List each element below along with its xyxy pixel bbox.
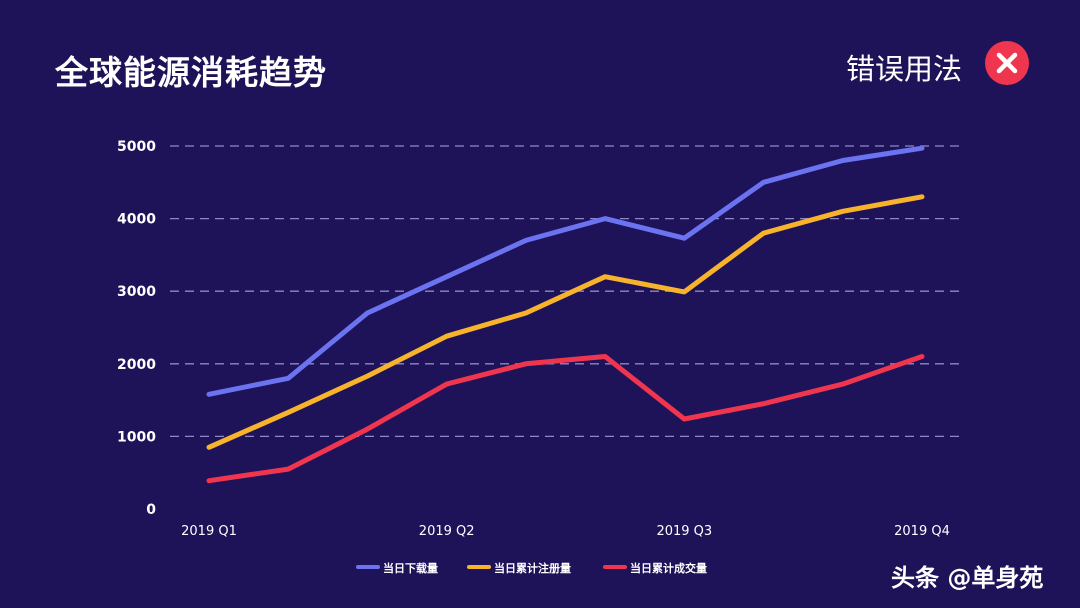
page-title: 全球能源消耗趋势 xyxy=(55,53,327,92)
y-tick-label: 3000 xyxy=(117,284,156,300)
series-line-3 xyxy=(206,354,925,484)
y-tick-label: 2000 xyxy=(117,357,156,373)
series-line-2 xyxy=(206,194,925,450)
series-lines xyxy=(206,145,925,484)
watermark: 头条 @单身苑 xyxy=(891,564,1044,592)
legend-label: 当日累计成交量 xyxy=(630,561,707,575)
close-icon xyxy=(996,52,1018,74)
x-tick-label: 2019 Q1 xyxy=(181,524,237,539)
x-axis-ticks: 2019 Q1 2019 Q2 2019 Q3 2019 Q4 xyxy=(181,524,950,539)
legend-label: 当日下载量 xyxy=(383,561,438,575)
wrong-usage-label: 错误用法 xyxy=(846,52,963,86)
y-tick-label: 4000 xyxy=(117,212,156,228)
grid-lines xyxy=(170,145,962,438)
legend-label: 当日累计注册量 xyxy=(494,561,571,575)
legend: 当日下载量 当日累计注册量 当日累计成交量 xyxy=(356,561,707,575)
y-tick-label: 1000 xyxy=(117,429,156,445)
x-tick-label: 2019 Q4 xyxy=(894,524,950,539)
series-line-1 xyxy=(206,145,925,397)
x-tick-label: 2019 Q2 xyxy=(419,524,475,539)
y-axis-ticks: 0 1000 2000 3000 4000 5000 xyxy=(117,139,156,518)
x-tick-label: 2019 Q3 xyxy=(656,524,712,539)
wrong-usage-badge xyxy=(985,41,1029,85)
y-tick-label: 5000 xyxy=(117,139,156,155)
y-tick-label: 0 xyxy=(146,502,156,518)
